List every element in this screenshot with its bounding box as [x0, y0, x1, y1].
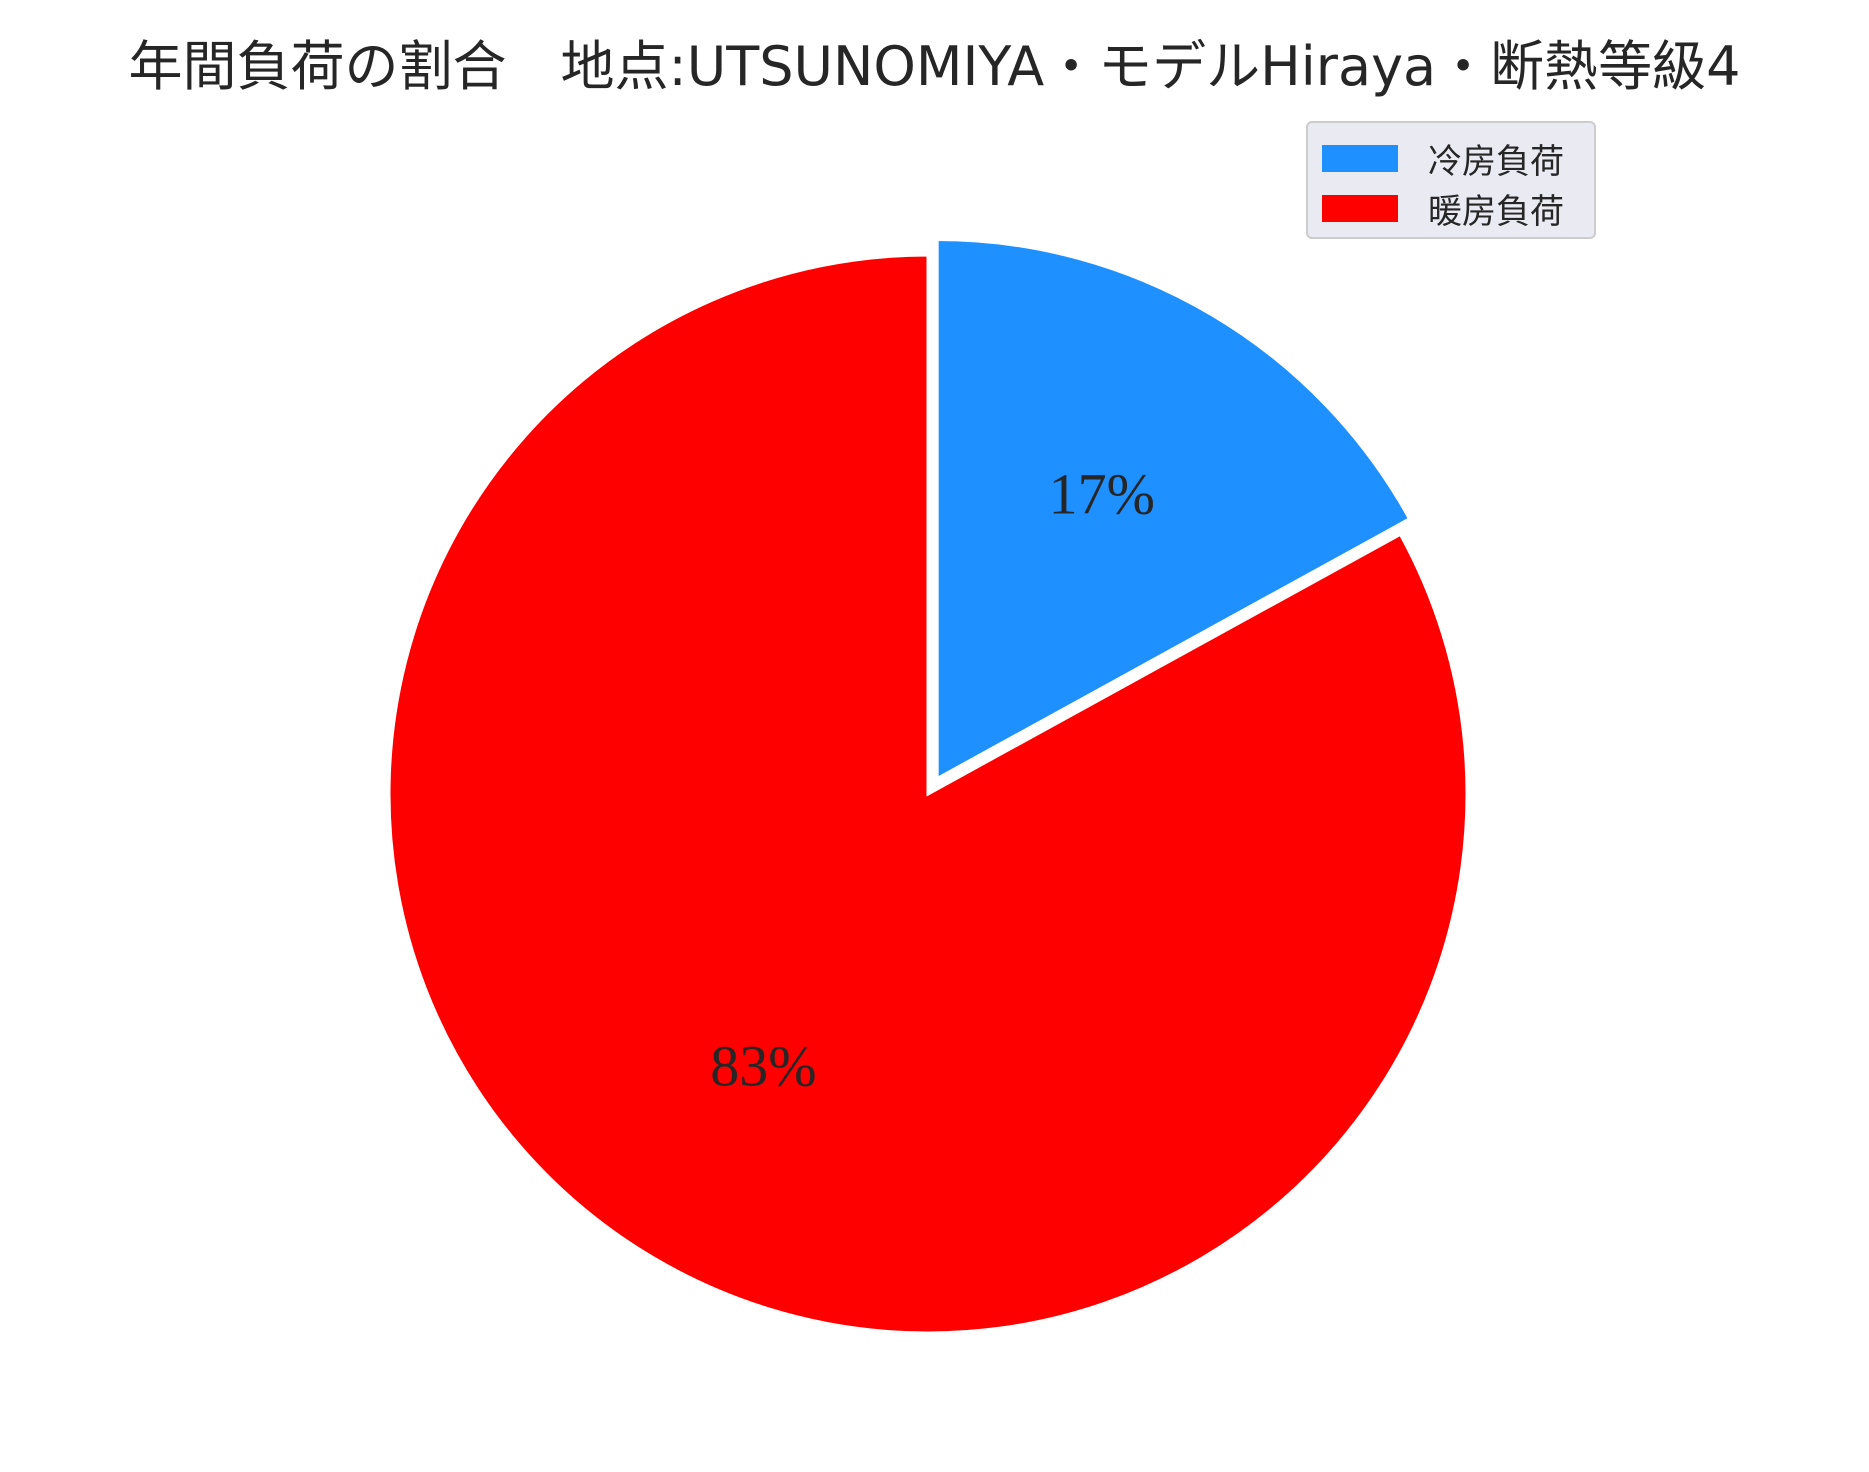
legend-swatch-cooling: [1322, 144, 1398, 172]
legend-item-heating: 暖房負荷: [1322, 183, 1580, 233]
legend-item-cooling: 冷房負荷: [1322, 133, 1580, 183]
legend-swatch-heating: [1322, 194, 1398, 222]
pie-slice-heating: [387, 253, 1469, 1335]
pie-label-cooling: 17%: [1049, 461, 1155, 526]
pie-labels: 17% 83%: [710, 461, 1155, 1098]
chart-title: 年間負荷の割合 地点:UTSUNOMIYA・モデルHiraya・断熱等級4: [128, 35, 1741, 98]
legend-label-cooling: 冷房負荷: [1428, 141, 1564, 182]
pie-slice-cooling: [935, 238, 1412, 782]
legend-label-heating: 暖房負荷: [1428, 191, 1564, 232]
pie-label-heating: 83%: [710, 1034, 816, 1099]
pie-slices: [387, 238, 1469, 1335]
legend: 冷房負荷 暖房負荷: [1306, 121, 1596, 239]
